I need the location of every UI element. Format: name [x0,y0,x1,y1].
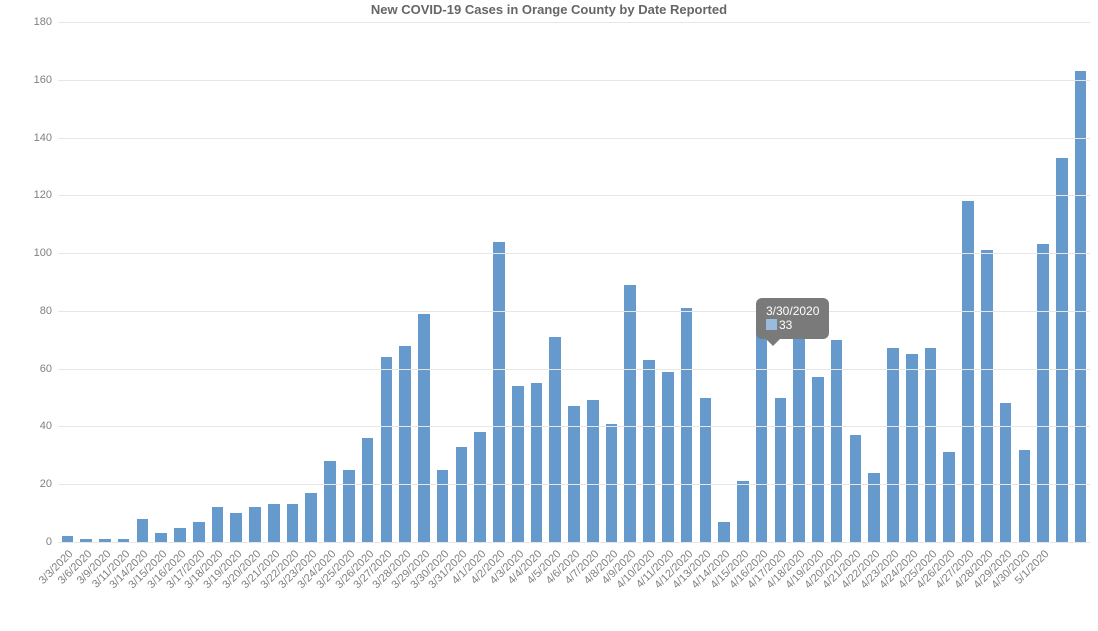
bar[interactable] [399,346,411,542]
bar[interactable] [943,452,955,542]
bar[interactable] [737,481,749,542]
gridline [58,542,1090,543]
y-tick-label: 40 [18,420,52,432]
bar[interactable] [437,470,449,542]
bar[interactable] [193,522,205,542]
y-tick-label: 60 [18,363,52,375]
bar[interactable] [268,504,280,542]
bar[interactable] [493,242,505,542]
gridline [58,426,1090,427]
bar[interactable] [1000,403,1012,542]
y-tick-label: 100 [18,247,52,259]
tooltip-category: 3/30/2020 [766,304,819,318]
gridline [58,80,1090,81]
bar[interactable] [1019,450,1031,542]
bar[interactable] [137,519,149,542]
bar[interactable] [1037,244,1049,542]
bar[interactable] [456,447,468,542]
y-tick-label: 0 [18,536,52,548]
y-tick-label: 20 [18,478,52,490]
bar[interactable] [474,432,486,542]
bar[interactable] [906,354,918,542]
bar[interactable] [850,435,862,542]
bars-layer [58,22,1090,542]
gridline [58,138,1090,139]
bar[interactable] [700,398,712,542]
tooltip-swatch [766,319,777,330]
bar[interactable] [887,348,899,542]
gridline [58,484,1090,485]
y-tick-label: 160 [18,74,52,86]
bar[interactable] [549,337,561,542]
bar[interactable] [606,424,618,542]
bar[interactable] [287,504,299,542]
bar[interactable] [230,513,242,542]
bar[interactable] [155,533,167,542]
bar[interactable] [418,314,430,542]
y-tick-label: 140 [18,132,52,144]
bar[interactable] [587,400,599,542]
plot-area: 0204060801001201401601803/3/20203/6/2020… [58,22,1090,542]
gridline [58,22,1090,23]
bar[interactable] [662,372,674,542]
bar[interactable] [831,340,843,542]
bar[interactable] [812,377,824,542]
bar[interactable] [681,308,693,542]
bar[interactable] [793,334,805,542]
bar[interactable] [212,507,224,542]
tooltip-value: 33 [779,318,792,332]
gridline [58,195,1090,196]
bar[interactable] [343,470,355,542]
bar[interactable] [981,250,993,542]
bar[interactable] [324,461,336,542]
gridline [58,253,1090,254]
bar[interactable] [249,507,261,542]
bar[interactable] [381,357,393,542]
bar[interactable] [512,386,524,542]
chart-title: New COVID-19 Cases in Orange County by D… [0,2,1098,17]
y-tick-label: 80 [18,305,52,317]
y-tick-label: 120 [18,189,52,201]
bar[interactable] [775,398,787,542]
bar[interactable] [925,348,937,542]
bar[interactable] [1075,71,1087,542]
tooltip-value-row: 33 [766,318,819,332]
bar[interactable] [362,438,374,542]
tooltip: 3/30/2020 33 [756,298,829,339]
bar[interactable] [718,522,730,542]
chart-container: New COVID-19 Cases in Orange County by D… [0,0,1098,631]
bar[interactable] [624,285,636,542]
gridline [58,369,1090,370]
y-tick-label: 180 [18,16,52,28]
bar[interactable] [643,360,655,542]
bar[interactable] [305,493,317,542]
bar[interactable] [174,528,186,542]
gridline [58,311,1090,312]
bar[interactable] [531,383,543,542]
bar[interactable] [868,473,880,542]
